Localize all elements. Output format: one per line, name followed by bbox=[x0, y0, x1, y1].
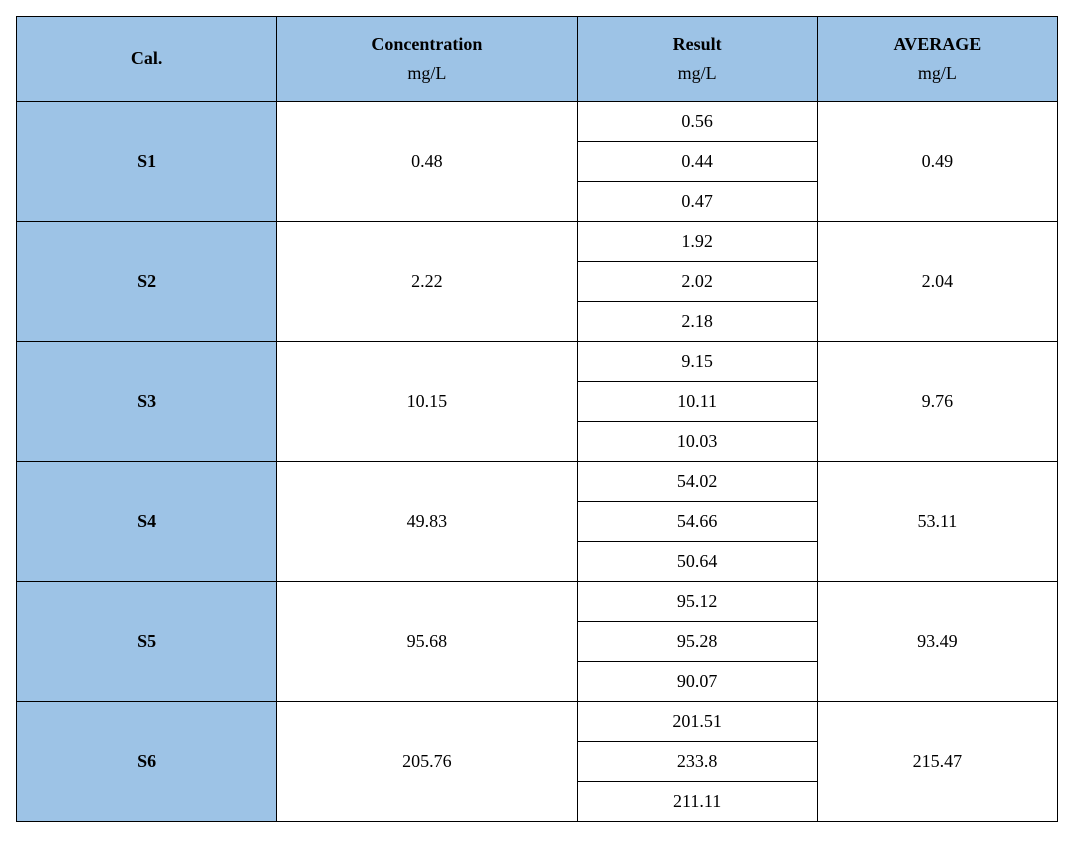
average-cell: 0.49 bbox=[817, 102, 1057, 222]
concentration-cell: 205.76 bbox=[277, 702, 577, 822]
result-cell: 9.15 bbox=[577, 342, 817, 382]
table-body: S10.480.560.490.440.47S22.221.922.042.02… bbox=[17, 102, 1058, 822]
average-cell: 2.04 bbox=[817, 222, 1057, 342]
table-row: S10.480.560.49 bbox=[17, 102, 1058, 142]
table-row: S595.6895.1293.49 bbox=[17, 582, 1058, 622]
concentration-cell: 10.15 bbox=[277, 342, 577, 462]
table-row: S449.8354.0253.11 bbox=[17, 462, 1058, 502]
table-row: S6205.76201.51215.47 bbox=[17, 702, 1058, 742]
result-cell: 95.12 bbox=[577, 582, 817, 622]
average-cell: 215.47 bbox=[817, 702, 1057, 822]
result-cell: 95.28 bbox=[577, 622, 817, 662]
result-cell: 0.44 bbox=[577, 142, 817, 182]
calibration-table: Cal. Concentration mg/L Result mg/L AVER… bbox=[16, 16, 1058, 822]
table-header: Cal. Concentration mg/L Result mg/L AVER… bbox=[17, 17, 1058, 102]
header-result-sub: mg/L bbox=[584, 60, 811, 87]
result-cell: 233.8 bbox=[577, 742, 817, 782]
header-cal: Cal. bbox=[17, 17, 277, 102]
result-cell: 1.92 bbox=[577, 222, 817, 262]
result-cell: 10.11 bbox=[577, 382, 817, 422]
cal-cell: S4 bbox=[17, 462, 277, 582]
result-cell: 201.51 bbox=[577, 702, 817, 742]
table-row: S310.159.159.76 bbox=[17, 342, 1058, 382]
result-cell: 50.64 bbox=[577, 542, 817, 582]
average-cell: 93.49 bbox=[817, 582, 1057, 702]
header-concentration-title: Concentration bbox=[371, 34, 482, 54]
average-cell: 53.11 bbox=[817, 462, 1057, 582]
result-cell: 10.03 bbox=[577, 422, 817, 462]
header-result: Result mg/L bbox=[577, 17, 817, 102]
result-cell: 0.47 bbox=[577, 182, 817, 222]
average-cell: 9.76 bbox=[817, 342, 1057, 462]
header-concentration: Concentration mg/L bbox=[277, 17, 577, 102]
result-cell: 0.56 bbox=[577, 102, 817, 142]
concentration-cell: 0.48 bbox=[277, 102, 577, 222]
table-row: S22.221.922.04 bbox=[17, 222, 1058, 262]
cal-cell: S5 bbox=[17, 582, 277, 702]
concentration-cell: 95.68 bbox=[277, 582, 577, 702]
result-cell: 211.11 bbox=[577, 782, 817, 822]
result-cell: 54.02 bbox=[577, 462, 817, 502]
concentration-cell: 2.22 bbox=[277, 222, 577, 342]
header-result-title: Result bbox=[673, 34, 722, 54]
result-cell: 2.02 bbox=[577, 262, 817, 302]
header-average: AVERAGE mg/L bbox=[817, 17, 1057, 102]
cal-cell: S3 bbox=[17, 342, 277, 462]
header-cal-title: Cal. bbox=[131, 48, 163, 68]
header-average-sub: mg/L bbox=[824, 60, 1051, 87]
header-row: Cal. Concentration mg/L Result mg/L AVER… bbox=[17, 17, 1058, 102]
concentration-cell: 49.83 bbox=[277, 462, 577, 582]
header-average-title: AVERAGE bbox=[894, 34, 982, 54]
cal-cell: S1 bbox=[17, 102, 277, 222]
result-cell: 54.66 bbox=[577, 502, 817, 542]
result-cell: 90.07 bbox=[577, 662, 817, 702]
header-concentration-sub: mg/L bbox=[283, 60, 570, 87]
cal-cell: S6 bbox=[17, 702, 277, 822]
cal-cell: S2 bbox=[17, 222, 277, 342]
result-cell: 2.18 bbox=[577, 302, 817, 342]
